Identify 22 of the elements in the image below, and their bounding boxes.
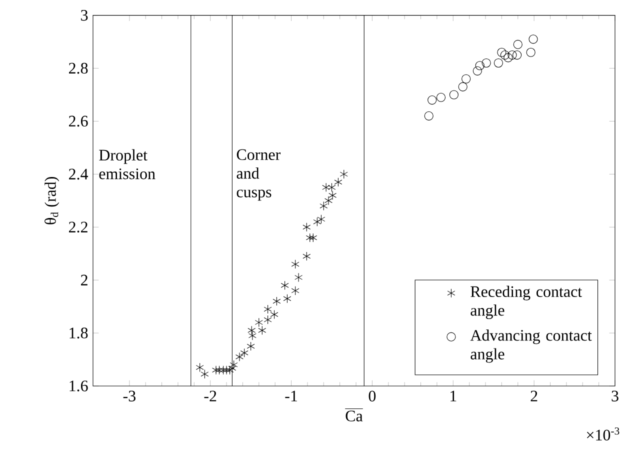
y-tick-label: 1.8: [70, 328, 88, 338]
x-tick-label: 1: [450, 390, 456, 402]
legend-label: Advancing contact angle: [470, 330, 592, 363]
y-axis-title: θ$_{d}$ (rad): [44, 176, 60, 224]
legend-label: Receding contact angle: [470, 286, 582, 320]
y-tick-label: 2.8: [69, 62, 88, 74]
ref-line-label: Corner and cusps: [236, 149, 281, 201]
x-axis-title: $\overline{\mathrm{Ca}}$: [345, 408, 363, 422]
y-tick-label: 2: [81, 274, 88, 286]
x-tick-label: -2: [204, 390, 216, 402]
ref-line-label: Droplet emission: [99, 149, 156, 180]
y-tick-label: 2.2: [69, 222, 88, 233]
x-tick-label: -1: [285, 390, 297, 402]
x-tick-label: 2: [530, 390, 538, 402]
text: ×10$^{-3}$: [586, 427, 620, 440]
x-tick-label: -3: [123, 390, 136, 402]
y-tick-label: 2.6: [69, 116, 88, 127]
x-tick-label: 3: [612, 390, 618, 402]
y-tick-label: 2.4: [69, 168, 88, 180]
y-tick-label: 3: [81, 10, 88, 21]
x-tick-label: 0: [368, 390, 376, 402]
y-tick-label: 1.6: [70, 380, 88, 392]
